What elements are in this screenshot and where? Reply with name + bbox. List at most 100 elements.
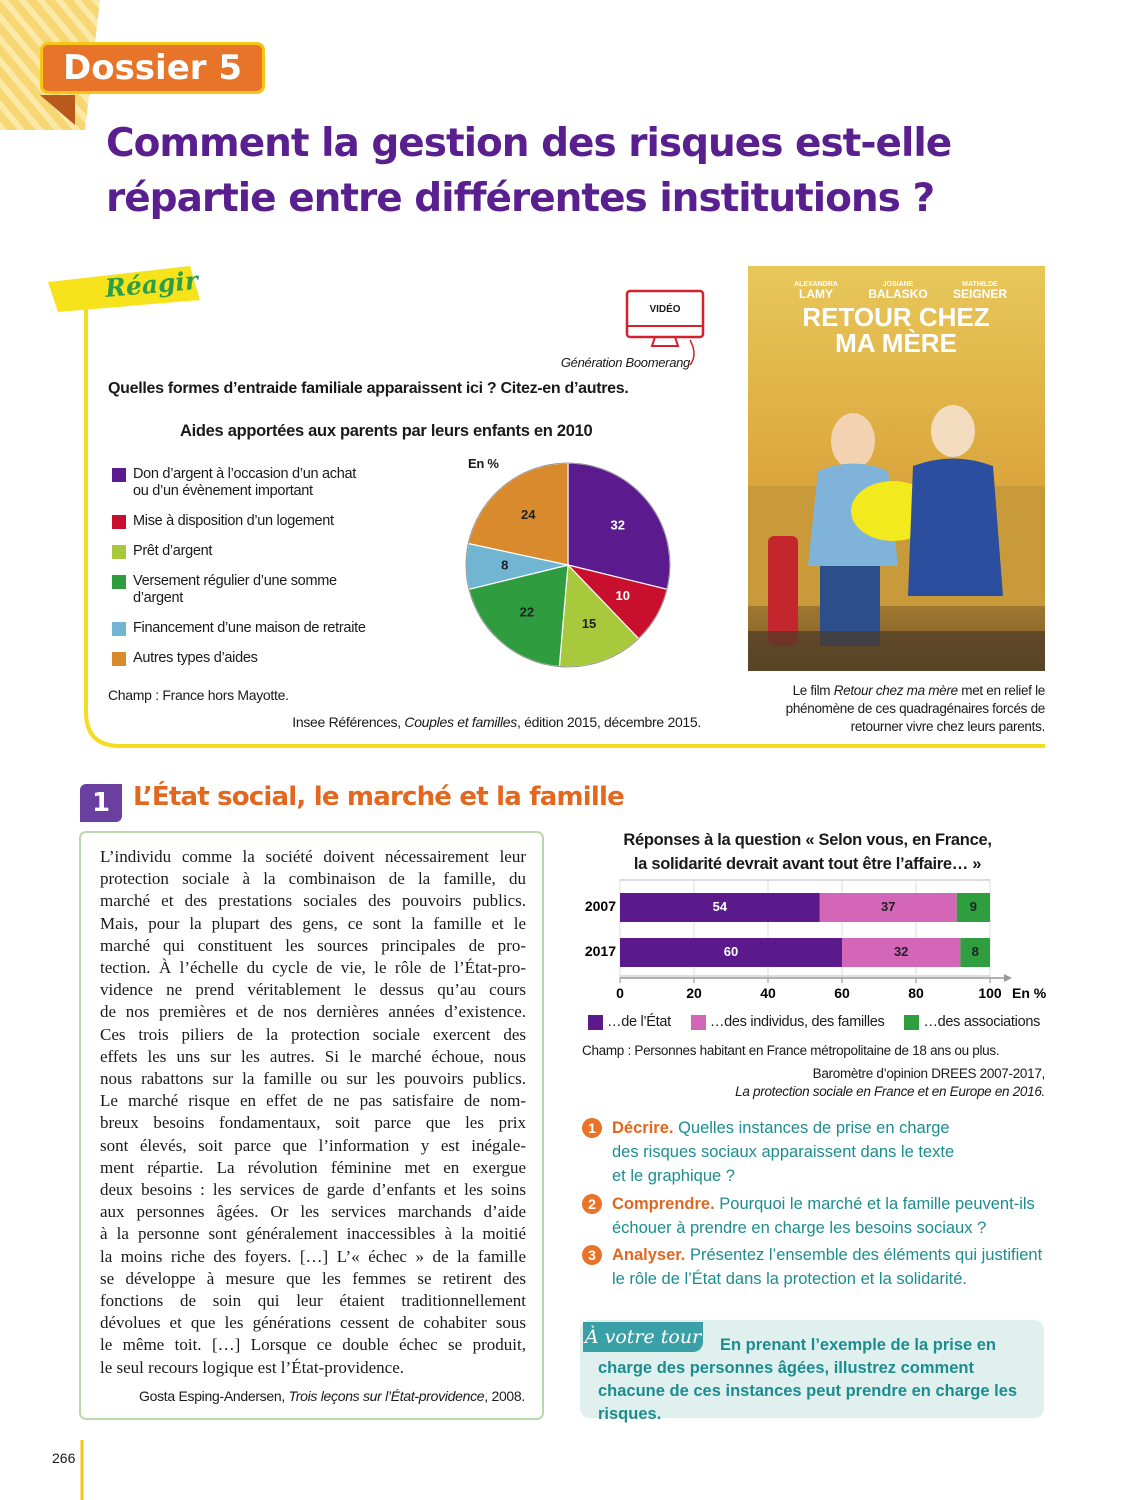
- source-text: , 2008.: [484, 1388, 525, 1404]
- question-text: Pourquoi le marché et la famille peuvent…: [612, 1195, 1035, 1237]
- video-connector: [689, 339, 695, 366]
- text-line: dévolues et que les générations cessent …: [100, 1313, 526, 1333]
- text-line: marché et des prestations sociales des p…: [100, 891, 526, 911]
- legend-item: Versement régulier d’une somme d’argent: [112, 573, 372, 607]
- bar-segment: [620, 938, 842, 967]
- dossier-badge: Dossier 5: [40, 42, 265, 94]
- text-line: protection sociale à la combinaison de l…: [100, 869, 526, 889]
- question-label: Décrire.: [612, 1119, 674, 1137]
- x-tick-label: 0: [616, 985, 624, 1001]
- caption-work: Retour chez ma mère: [833, 683, 958, 698]
- bar-source: Baromètre d’opinion DREES 2007-2017, La …: [735, 1065, 1045, 1101]
- poster-figure: [931, 405, 975, 457]
- video-name: Génération Boomerang: [560, 355, 690, 370]
- bar-label: 8: [972, 944, 979, 959]
- reagir-border: [84, 300, 1045, 748]
- bar-segment: [956, 893, 990, 922]
- text-line: le seul recours logique est l’État-provi…: [100, 1357, 404, 1377]
- legend-item: Don d’argent à l’occasion d’un achat ou …: [112, 466, 372, 500]
- text-line: deux besoins : les services de garde d’e…: [100, 1180, 526, 1199]
- legend-item: Mise à disposition d’un logement: [112, 513, 372, 530]
- x-unit-label: En %: [1012, 985, 1047, 1001]
- poster-actor-last: SEIGNER: [953, 287, 1007, 301]
- x-tick-label: 80: [908, 985, 924, 1001]
- poster-caption: Le film Retour chez ma mère met en relie…: [755, 682, 1046, 736]
- doc-source: Gosta Esping-Andersen, Trois leçons sur …: [139, 1388, 525, 1404]
- poster-actor-last: BALASKO: [868, 287, 927, 301]
- video-icon: [650, 336, 680, 347]
- legend-swatch: [112, 575, 126, 589]
- legend-label: …des individus, des familles: [709, 1014, 885, 1030]
- source-work: Couples et familles: [404, 714, 517, 730]
- legend-item: …de l’État: [588, 1014, 671, 1030]
- page-title: Comment la gestion des risques est-elle …: [106, 116, 952, 226]
- bar-legend: …de l’État …des individus, des familles …d…: [588, 1014, 1040, 1030]
- poster-actor-first: JOSIANE: [883, 281, 914, 288]
- title-line: répartie entre différentes institutions …: [106, 176, 935, 221]
- source-text: Baromètre d’opinion DREES 2007-2017,: [812, 1066, 1046, 1081]
- text-line: marché qui constituent les sources princ…: [100, 935, 526, 955]
- bar-label: 32: [894, 944, 908, 959]
- bar-segment: [960, 938, 990, 967]
- text-line: tection. À l’échelle du cycle de vie, le…: [100, 958, 526, 977]
- text-line: de nos premières et de nos dernières ann…: [100, 1002, 526, 1022]
- source-work: La protection sociale en France et en Eu…: [735, 1084, 1045, 1099]
- bar-scope: Champ : Personnes habitant en France mét…: [582, 1043, 1000, 1058]
- pie-unit: En %: [468, 456, 499, 471]
- poster-credits: [748, 631, 1045, 671]
- doc-number: 1: [80, 784, 122, 822]
- legend-item: Autres types d’aides: [112, 650, 372, 667]
- question: 1 Décrire. Quelles instances de prise en …: [582, 1116, 972, 1188]
- legend-label: Mise à disposition d’un logement: [133, 513, 334, 529]
- pie-label: 24: [521, 507, 536, 522]
- pie-label: 15: [582, 616, 596, 631]
- text-line: Ces trois piliers de la protection socia…: [100, 1024, 526, 1044]
- question-number: 1: [582, 1118, 602, 1138]
- legend-label: Versement régulier d’une somme d’argent: [133, 573, 337, 606]
- bar-label: 54: [713, 899, 728, 914]
- x-tick-label: 40: [760, 985, 776, 1001]
- poster-suitcase: [768, 536, 798, 646]
- text-line: sont élevés, soit parce que l’informatio…: [100, 1135, 526, 1155]
- bar-label: 9: [970, 899, 977, 914]
- pie-scope: Champ : France hors Mayotte.: [108, 687, 289, 703]
- bar-segment: [819, 893, 957, 922]
- title-line: Comment la gestion des risques est-elle: [106, 121, 952, 166]
- pie-title: Aides apportées aux parents par leurs en…: [180, 422, 593, 440]
- x-tick-label: 20: [686, 985, 702, 1001]
- legend-item: …des associations: [904, 1014, 1040, 1030]
- pie-label: 10: [616, 588, 630, 603]
- question-number: 2: [582, 1194, 602, 1214]
- bar-segment: [620, 893, 820, 922]
- question-text: Quelles instances de prise en charge des…: [612, 1119, 955, 1185]
- bar-chart: 0 20 40 60 80 100 En % 2007 54 37 9 2017 60 32 8: [585, 879, 1047, 1001]
- poster-title: RETOUR CHEZ: [802, 302, 989, 332]
- legend-swatch: [112, 468, 126, 482]
- bar-title-line: la solidarité devrait avant tout être l’…: [633, 855, 982, 873]
- poster-actor-last: LAMY: [799, 287, 833, 301]
- page-number: 266: [52, 1450, 76, 1466]
- axis-arrow: [1004, 974, 1012, 982]
- poster-figure: [908, 458, 1003, 596]
- pie-outline: [465, 462, 671, 668]
- badge-fold: [40, 95, 75, 125]
- poster-figure: [831, 413, 875, 469]
- text-line: le même toit. […] Lorsque ce double éche…: [100, 1335, 526, 1355]
- text-line: effets les uns sur les autres. Si le mar…: [100, 1046, 526, 1066]
- text-line: breux besoins fondamentaux, soit parce q…: [100, 1113, 526, 1133]
- pie-label: 32: [611, 517, 625, 532]
- pie-chart: 32 10 15 22 8 24: [465, 462, 671, 668]
- legend-label: …des associations: [923, 1014, 1041, 1030]
- task-text: En prenant l’exemple de la prise en char…: [598, 1336, 1018, 1423]
- legend-label: Autres types d’aides: [133, 650, 258, 666]
- text-line: Mais, pour la plupart des gens, ce sont …: [100, 913, 526, 933]
- legend-label: Prêt d’argent: [133, 543, 213, 559]
- bar-title-line: Réponses à la question « Selon vous, en …: [623, 831, 992, 849]
- legend-item: …des individus, des familles: [690, 1014, 885, 1030]
- caption-text: met en relief le phénomène de ces quadra…: [785, 683, 1046, 734]
- legend-label: Financement d’une maison de retraite: [133, 620, 366, 636]
- task-label: À votre tour: [583, 1322, 703, 1352]
- legend-label: …de l’État: [607, 1014, 671, 1030]
